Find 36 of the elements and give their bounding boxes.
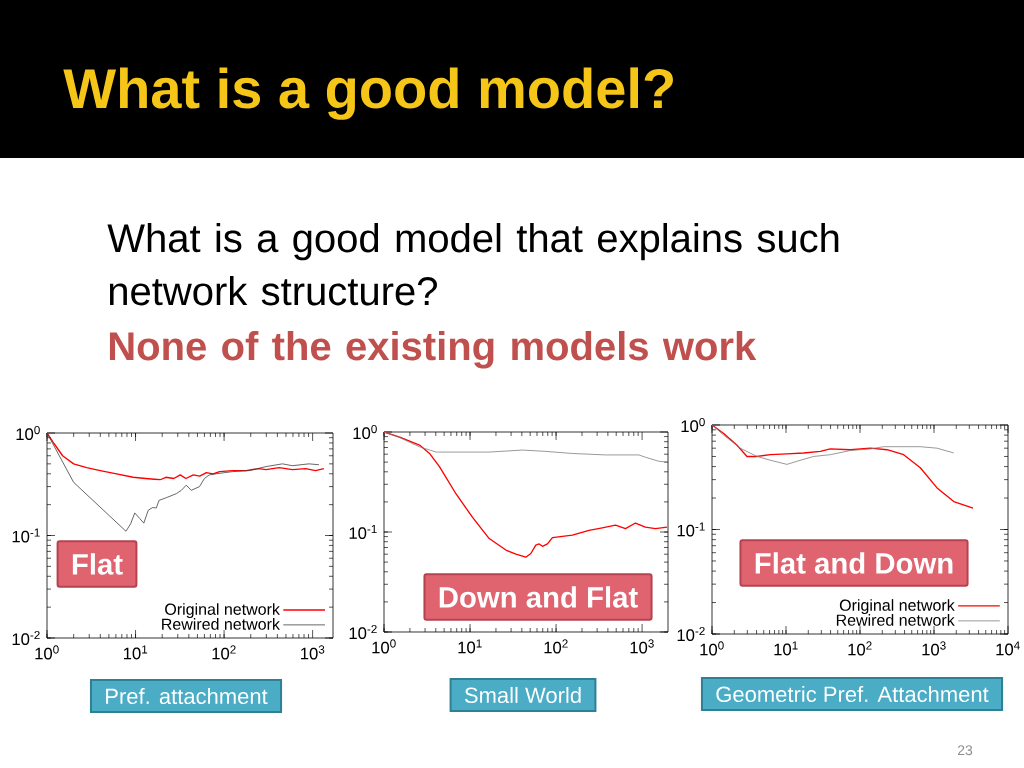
y-tick-label: 10$^{-2}$ <box>12 630 40 646</box>
x-tick-label: 10$^{2}$ <box>544 639 568 654</box>
text: Geometric Pref. Attachment <box>716 685 989 703</box>
legend-label: Original network <box>839 599 955 615</box>
x-tick-label: 10$^{1}$ <box>774 641 798 656</box>
x-tick-label: 10$^{2}$ <box>848 641 872 656</box>
x-tick-label: 10$^{0}$ <box>35 645 59 660</box>
y-tick-label: 10$^{-2}$ <box>677 626 705 642</box>
text: None of the existing models work <box>109 331 757 369</box>
x-tick-label: 10$^{1}$ <box>458 639 482 654</box>
y-tick-label: 10$^{-2}$ <box>349 624 377 640</box>
chart-title: What is a good model? <box>63 67 673 120</box>
annotation: Down and Flat <box>439 586 638 608</box>
x-tick-label: 10$^{0}$ <box>372 639 396 654</box>
annotation: Flat <box>72 553 123 575</box>
y-tick-label: 10$^{0}$ <box>16 425 40 441</box>
legend-label: Rewired network <box>162 618 280 630</box>
x-tick-label: 10$^{2}$ <box>212 645 236 660</box>
y-tick-label: 10$^{0}$ <box>353 424 377 440</box>
text: What is a good model that explains such network structure? <box>107 223 839 306</box>
text: Small World <box>464 686 581 704</box>
legend-label: Rewired network <box>836 614 955 626</box>
y-tick-label: 10$^{-1}$ <box>677 522 705 537</box>
x-tick-label: 10$^{1}$ <box>123 645 148 660</box>
x-tick-label: 10$^{3}$ <box>301 645 325 660</box>
y-tick-label: 10$^{0}$ <box>681 417 705 433</box>
y-tick-label: 10$^{-1}$ <box>349 525 377 540</box>
legend-label: Original network <box>165 603 280 619</box>
text: Pref. attachment <box>106 687 268 705</box>
x-tick-label: 10$^{3}$ <box>922 641 946 656</box>
text: 23 <box>957 745 973 756</box>
y-tick-label: 10$^{-1}$ <box>12 528 40 543</box>
x-tick-label: 10$^{4}$ <box>996 641 1020 656</box>
annotation: Flat and Down <box>755 552 953 574</box>
x-tick-label: 10$^{0}$ <box>700 641 724 656</box>
x-tick-label: 10$^{3}$ <box>630 639 654 654</box>
